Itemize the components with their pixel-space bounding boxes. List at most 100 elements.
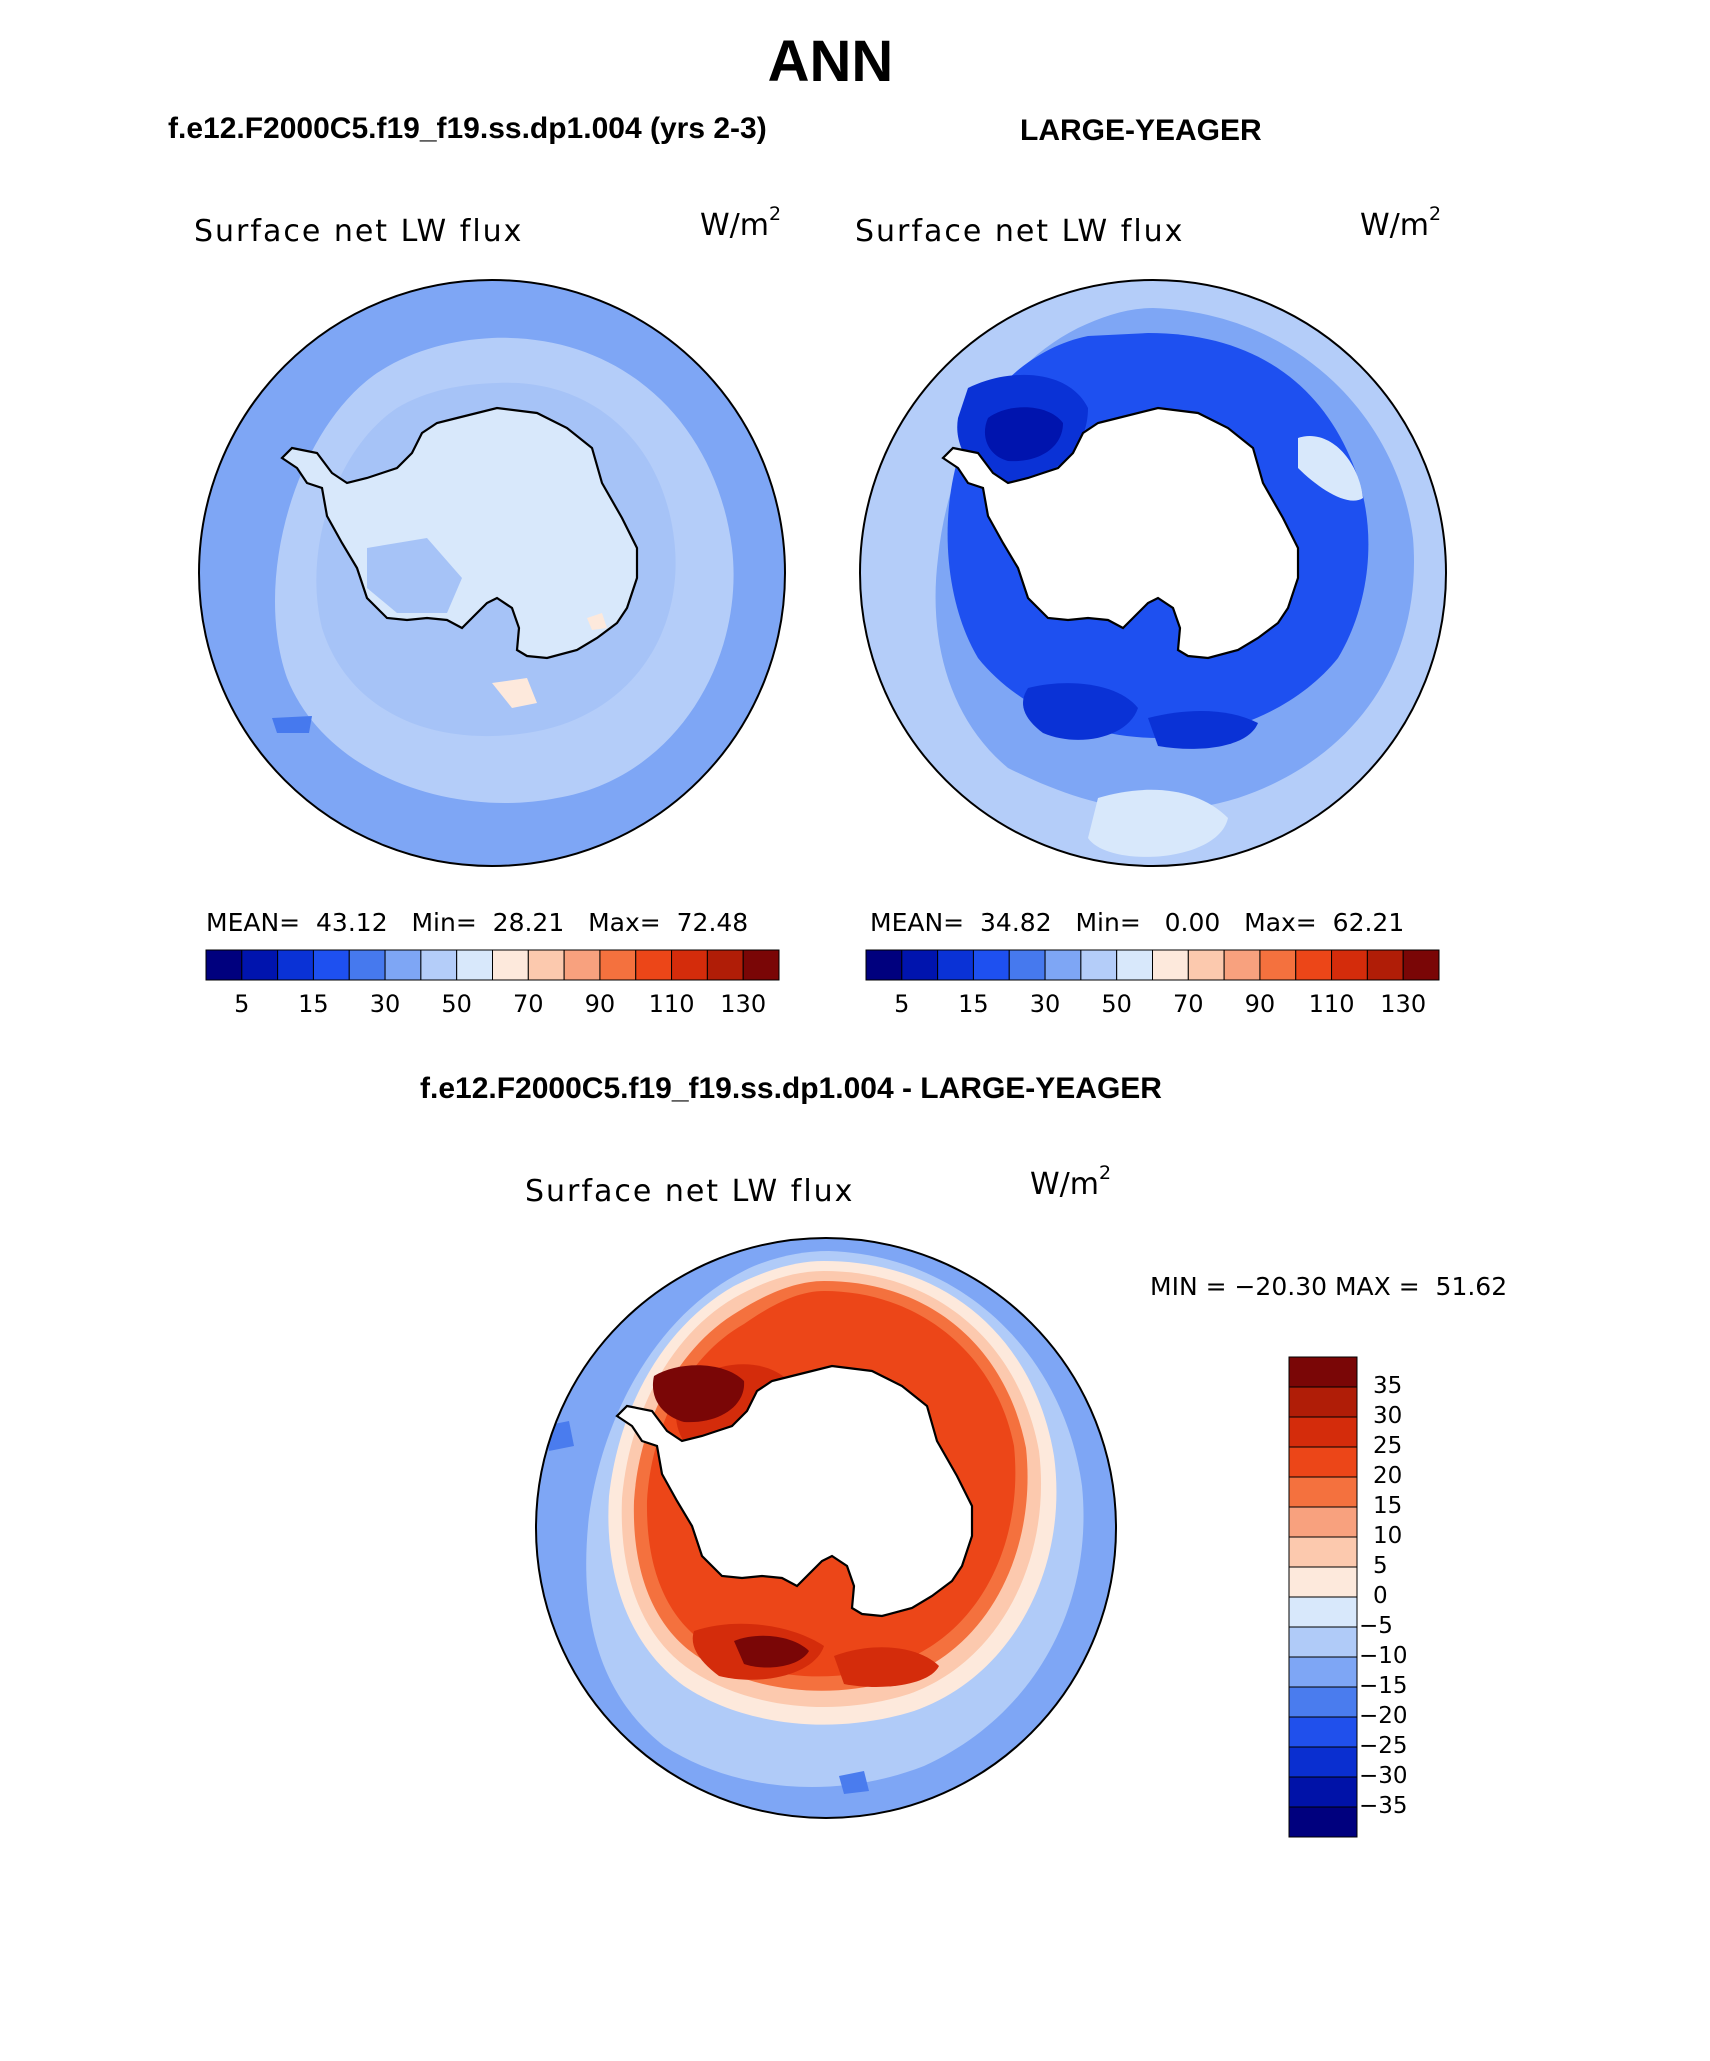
colorbar-tick-label: −35: [1359, 1793, 1408, 1819]
colorbar-box: [348, 949, 386, 981]
p1-wedge: [367, 538, 462, 613]
colorbar-tick-label: 30: [1029, 990, 1061, 1018]
diff-map: [535, 1237, 1117, 1819]
colorbar-tick-label: 5: [234, 990, 250, 1018]
colorbar-box: [1288, 1626, 1358, 1658]
diff-variable-label: Surface net LW flux: [525, 1174, 855, 1209]
diff-colorbar-ticks: 35 30 25 20 15 10 5 0 −5 −10 −15 −20 −25 −30 −35: [1359, 1357, 1485, 1837]
panel1-units: W/m2: [700, 203, 782, 243]
colorbar-tick-label: 50: [1101, 990, 1132, 1018]
colorbar-tick-label: −30: [1359, 1763, 1408, 1789]
diff-case-title: f.e12.F2000C5.f19_f19.ss.dp1.004 - LARGE…: [420, 1072, 1162, 1105]
colorbar-box: [1288, 1596, 1358, 1628]
colorbar-tick-label: 50: [441, 990, 472, 1018]
colorbar-box: [1288, 1656, 1358, 1688]
colorbar-box: [901, 949, 939, 981]
colorbar-box: [563, 949, 601, 981]
p2-light-patch-2: [1298, 436, 1363, 501]
colorbar-tick-label: 130: [1380, 990, 1427, 1018]
panel1-colorbar-ticks: 5 15 30 50 70 90 110 130: [206, 990, 779, 1020]
colorbar-box: [241, 949, 279, 981]
colorbar-box: [1288, 1686, 1358, 1718]
colorbar-tick-label: −5: [1359, 1613, 1393, 1639]
panel1-map: [198, 279, 786, 867]
colorbar-tick-label: 5: [894, 990, 910, 1018]
panel2-colorbar-ticks: 5 15 30 50 70 90 110 130: [866, 990, 1439, 1020]
d-darkest-2: [734, 1635, 809, 1668]
colorbar-tick-label: 30: [369, 990, 401, 1018]
colorbar-tick-label: 35: [1373, 1373, 1403, 1399]
panel2-case-title: LARGE-YEAGER: [1020, 114, 1262, 147]
colorbar-box: [312, 949, 350, 981]
colorbar-box: [1288, 1506, 1358, 1538]
d-darkest-1: [652, 1365, 745, 1423]
colorbar-tick-label: 15: [958, 990, 989, 1018]
colorbar-box: [1288, 1716, 1358, 1748]
colorbar-tick-label: −15: [1359, 1673, 1408, 1699]
page-title: ANN: [767, 29, 894, 94]
colorbar-box: [1288, 1746, 1358, 1778]
p1-warm-patch-2: [587, 613, 607, 630]
colorbar-tick-label: −25: [1359, 1733, 1408, 1759]
colorbar-box: [1044, 949, 1082, 981]
colorbar-box: [492, 949, 529, 981]
colorbar-tick-label: 30: [1373, 1403, 1403, 1429]
colorbar-box: [1008, 949, 1046, 981]
d-blue-patch-2: [839, 1771, 869, 1794]
panel1-case-title: f.e12.F2000C5.f19_f19.ss.dp1.004 (yrs 2-…: [168, 112, 767, 145]
colorbar-box: [1288, 1476, 1358, 1508]
colorbar-box: [1288, 1356, 1358, 1388]
d-ring-dark-3: [834, 1647, 939, 1687]
p2-light-patch: [1088, 789, 1228, 857]
colorbar-box: [706, 949, 744, 981]
colorbar-box: [1331, 949, 1368, 981]
colorbar-box: [1288, 1566, 1358, 1598]
panel2-variable-label: Surface net LW flux: [855, 214, 1185, 249]
colorbar-tick-label: 110: [648, 990, 695, 1018]
panel1-stats: MEAN= 43.12 Min= 28.21 Max= 72.48: [206, 908, 749, 937]
colorbar-box: [1259, 949, 1297, 981]
colorbar-box: [384, 949, 422, 981]
colorbar-box: [1223, 949, 1261, 981]
colorbar-box: [1402, 949, 1440, 981]
colorbar-tick-label: 15: [1373, 1493, 1403, 1519]
colorbar-box: [671, 949, 708, 981]
colorbar-box: [1187, 949, 1225, 981]
panel1-colorbar: [205, 949, 780, 981]
colorbar-tick-label: 15: [298, 990, 329, 1018]
panel2-map: [859, 279, 1447, 867]
colorbar-tick-label: 20: [1373, 1463, 1403, 1489]
colorbar-box: [1288, 1386, 1358, 1418]
colorbar-box: [742, 949, 780, 981]
p2-darker-patch-2: [1023, 683, 1138, 740]
colorbar-box: [635, 949, 673, 981]
colorbar-box: [1080, 949, 1118, 981]
colorbar-box: [205, 949, 243, 981]
colorbar-tick-label: 10: [1373, 1523, 1403, 1549]
colorbar-tick-label: −10: [1359, 1643, 1408, 1669]
colorbar-box: [1116, 949, 1153, 981]
p1-dark-patch: [272, 716, 312, 733]
colorbar-tick-label: 90: [1244, 990, 1276, 1018]
diff-minmax: MIN = −20.30 MAX = 51.62: [1150, 1272, 1508, 1301]
colorbar-box: [1295, 949, 1333, 981]
panel2-units: W/m2: [1360, 203, 1442, 243]
colorbar-box: [1288, 1416, 1358, 1448]
colorbar-box: [1288, 1446, 1358, 1478]
colorbar-box: [1366, 949, 1404, 981]
p2-antarctica: [941, 406, 1300, 660]
colorbar-box: [599, 949, 637, 981]
p2-darkest-patch: [984, 407, 1063, 462]
colorbar-tick-label: 70: [1173, 990, 1204, 1018]
colorbar-box: [865, 949, 903, 981]
colorbar-box: [420, 949, 458, 981]
colorbar-box: [1288, 1776, 1358, 1808]
colorbar-box: [456, 949, 493, 981]
colorbar-box: [277, 949, 314, 981]
panel2-stats: MEAN= 34.82 Min= 0.00 Max= 62.21: [870, 908, 1405, 937]
p1-antarctica: [280, 406, 639, 660]
colorbar-box: [1152, 949, 1189, 981]
colorbar-tick-label: 110: [1308, 990, 1355, 1018]
d-antarctica: [615, 1364, 974, 1618]
colorbar-tick-label: 70: [513, 990, 544, 1018]
